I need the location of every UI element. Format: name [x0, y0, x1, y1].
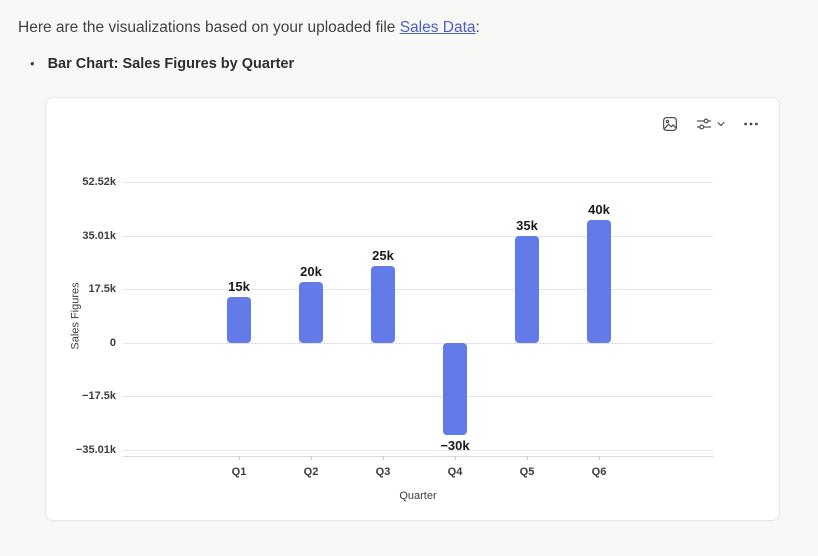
y-axis-title: Sales Figures [69, 282, 82, 350]
export-image-button[interactable] [656, 110, 684, 138]
x-axis-tick [311, 456, 312, 460]
ellipsis-icon [742, 115, 760, 133]
x-tick-label: Q6 [591, 466, 607, 478]
bullet-marker: • [30, 56, 35, 71]
sliders-icon [695, 115, 713, 133]
x-axis-title: Quarter [399, 490, 437, 502]
x-axis-tick [455, 456, 456, 460]
x-axis-tick [383, 456, 384, 460]
bar-value-label: 20k [300, 263, 322, 279]
chart-list-item: • Bar Chart: Sales Figures by Quarter [30, 55, 294, 73]
bar-q5[interactable] [515, 235, 539, 343]
chart-settings-button[interactable] [690, 110, 731, 138]
x-axis-tick [527, 456, 528, 460]
intro-text: Here are the visualizations based on you… [18, 18, 480, 38]
bar-q3[interactable] [371, 266, 395, 343]
y-tick-label: 35.01k [82, 229, 116, 242]
bar-q6[interactable] [587, 220, 611, 343]
bar-value-label: 25k [372, 248, 394, 264]
bar-value-label: 15k [228, 278, 250, 294]
bar-q2[interactable] [299, 281, 323, 343]
gridline [123, 182, 713, 183]
chart-card: 52.52k 35.01k 17.5k 0 −17.5k −35.01k 15k Q1 20k Q… [45, 97, 780, 521]
x-tick-label: Q2 [303, 466, 319, 478]
x-axis-tick [239, 456, 240, 460]
y-tick-label: 0 [109, 336, 116, 349]
sales-bar-chart: 52.52k 35.01k 17.5k 0 −17.5k −35.01k 15k Q1 20k Q… [46, 98, 779, 520]
x-axis-line [123, 456, 713, 457]
x-tick-label: Q4 [447, 466, 463, 478]
x-tick-label: Q5 [519, 466, 535, 478]
chevron-down-icon [716, 119, 726, 129]
sales-data-link[interactable]: Sales Data [399, 19, 476, 36]
bar-q4[interactable] [443, 342, 467, 435]
gridline [123, 235, 713, 237]
y-tick-label: −17.5k [82, 390, 116, 403]
intro-suffix: : [475, 19, 480, 36]
y-tick-label: 17.5k [88, 283, 116, 296]
bar-value-label: 35k [516, 217, 538, 233]
bar-value-label: 40k [588, 202, 610, 218]
y-tick-label: −35.01k [75, 444, 116, 456]
chart-list-label: Bar Chart: Sales Figures by Quarter [47, 56, 295, 72]
gridline [123, 342, 713, 344]
gridline [123, 450, 713, 451]
gridline [123, 396, 713, 398]
x-tick-label: Q3 [375, 466, 391, 478]
chart-toolbar [656, 110, 765, 138]
intro-prefix: Here are the visualizations based on you… [18, 19, 400, 36]
bar-q1[interactable] [227, 296, 251, 343]
gridline [123, 289, 713, 291]
image-icon [661, 115, 679, 133]
x-axis-tick [599, 456, 600, 460]
bar-value-label: −30k [440, 437, 470, 453]
more-options-button[interactable] [737, 110, 765, 138]
x-tick-label: Q1 [231, 466, 247, 478]
y-tick-label: 52.52k [82, 176, 116, 188]
